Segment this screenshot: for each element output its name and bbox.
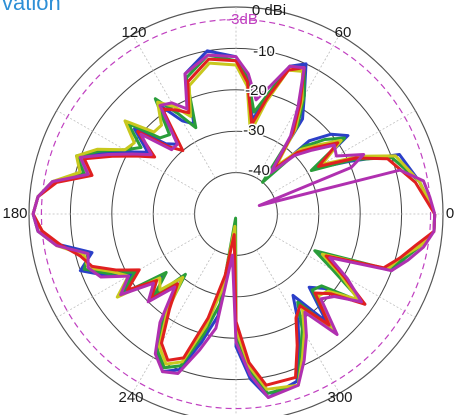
angle-tick-label: 120 (121, 24, 146, 41)
label-group: 0 60 120 180 240 300 0 dBi-3dB -10 -20 -30 -40 (2, 2, 454, 406)
series-line (31, 61, 437, 391)
series-line (31, 53, 437, 395)
reference-circle (40, 18, 432, 410)
series-group (31, 49, 437, 399)
polar-grid (28, 6, 444, 415)
angle-tick-label: 180 (2, 205, 27, 222)
radial-tick-label: -40 (248, 162, 270, 179)
reference-circle-group (40, 18, 432, 410)
grid-spoke (256, 249, 340, 394)
grid-spoke (132, 34, 216, 179)
grid-spoke (271, 110, 416, 194)
grid-spoke (56, 234, 201, 318)
radial-tick-label: -30 (243, 122, 265, 139)
grid-spoke (56, 110, 201, 194)
radial-tick-label: -10 (253, 43, 275, 60)
series-line (31, 53, 437, 399)
angle-tick-label: 300 (327, 389, 352, 406)
radial-tick-label: -20 (245, 82, 267, 99)
grid-spoke (256, 34, 340, 179)
radial-unit-label: 0 dBi (252, 2, 286, 19)
angle-tick-label: 60 (335, 24, 352, 41)
angle-tick-label: 240 (118, 389, 143, 406)
angle-tick-label: 0 (446, 205, 454, 222)
chart-title: vation (2, 0, 61, 15)
reference-label: -3dB (226, 11, 258, 28)
grid-spoke (132, 249, 216, 394)
grid-spoke (271, 234, 416, 318)
